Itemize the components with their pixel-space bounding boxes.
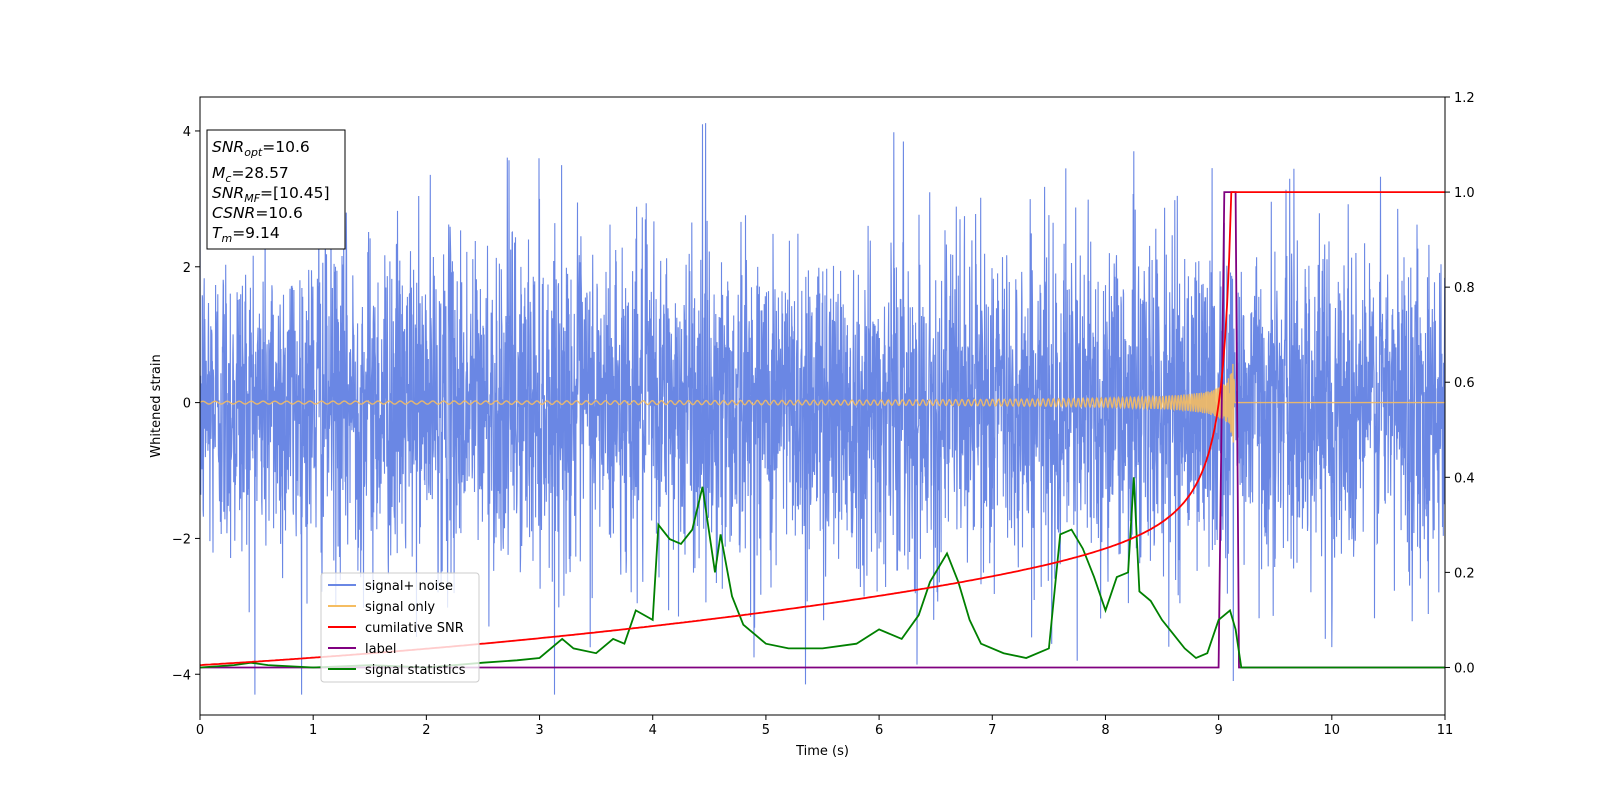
x-axis-label: Time (s)	[795, 744, 849, 759]
x-tick-label: 0	[196, 723, 204, 738]
x-tick-label: 8	[1101, 723, 1109, 738]
x-tick-label: 10	[1324, 723, 1341, 738]
info-line: Tm=9.14	[212, 224, 280, 245]
info-box-frame	[206, 129, 346, 250]
y2-tick-label: 1.2	[1454, 91, 1475, 106]
y-tick-label: −2	[172, 532, 191, 547]
x-tick-label: 2	[422, 723, 430, 738]
legend-entry: signal+ noise	[365, 579, 453, 594]
y2-tick-label: 0.8	[1454, 281, 1475, 296]
series-signal-statistics	[200, 477, 1445, 669]
info-line: CSNR=10.6	[212, 204, 303, 222]
x-tick-label: 7	[988, 723, 996, 738]
axes: 0 1 2 3 4 5 6 7 8 9 10 11 −4 −2 0 2 4 0.0 0.2 0.4 0.6 0.8 1.0 1…	[172, 91, 1475, 738]
info-line: Mc=28.57	[212, 164, 289, 185]
x-tick-label: 5	[762, 723, 770, 738]
y-tick-label: 4	[183, 125, 191, 140]
legend-entry: label	[365, 642, 396, 657]
info-box: SNRopt=10.6 Mc=28.57SNRMF=[10.45]CSNR=10.…	[206, 129, 346, 250]
y2-tick-label: 0.4	[1454, 471, 1475, 486]
legend-frame	[320, 572, 480, 683]
legend: signal+ noise signal only cumilative SNR la…	[320, 572, 480, 683]
x-tick-label: 11	[1437, 723, 1454, 738]
legend-entry: signal only	[365, 600, 435, 615]
x-tick-label: 1	[309, 723, 317, 738]
y2-tick-label: 0.2	[1454, 566, 1475, 581]
info-line: SNRopt=10.6	[212, 138, 310, 159]
legend-entry: cumilative SNR	[365, 621, 464, 636]
y2-tick-label: 0.6	[1454, 376, 1475, 391]
legend-entry: signal statistics	[365, 663, 466, 678]
y-tick-label: 2	[183, 261, 191, 276]
x-tick-label: 4	[649, 723, 657, 738]
x-tick-label: 6	[875, 723, 883, 738]
y-tick-label: 0	[183, 397, 191, 412]
x-tick-label: 9	[1214, 723, 1222, 738]
x-tick-label: 3	[535, 723, 543, 738]
plot-frame	[199, 96, 1446, 716]
y2-tick-label: 0.0	[1454, 661, 1475, 676]
y-axis-label: Whitened strain	[149, 354, 164, 457]
y2-tick-label: 1.0	[1454, 186, 1475, 201]
y-tick-label: −4	[172, 668, 191, 683]
info-line: SNRMF=[10.45]	[212, 184, 330, 205]
